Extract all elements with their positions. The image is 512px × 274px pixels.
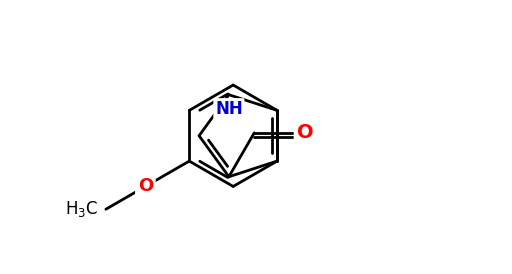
Text: O: O — [138, 178, 153, 195]
Text: O: O — [296, 123, 313, 142]
Text: H$_3$C: H$_3$C — [65, 199, 98, 219]
Text: NH: NH — [215, 100, 243, 118]
